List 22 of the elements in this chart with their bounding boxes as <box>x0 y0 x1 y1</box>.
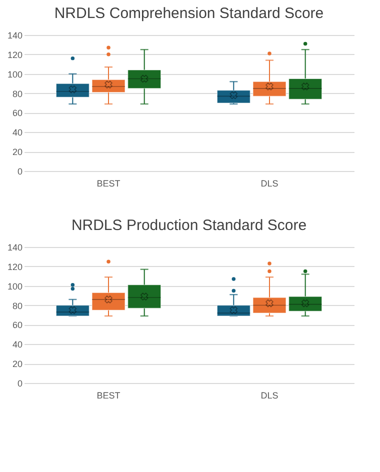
y-tick-label: 60 <box>12 320 22 330</box>
y-tick-label: 0 <box>17 378 22 388</box>
x-tick-label: BEST <box>96 390 121 400</box>
y-tick-label: 140 <box>7 242 22 252</box>
y-tick-label: 0 <box>17 166 22 176</box>
y-tick-label: 60 <box>12 108 22 118</box>
y-tick-label: 20 <box>12 359 22 370</box>
y-tick-label: 100 <box>7 281 22 292</box>
y-tick-label: 40 <box>12 340 22 350</box>
y-tick-label: 40 <box>12 128 22 138</box>
x-tick-label: BEST <box>96 178 121 188</box>
x-tick-label: DLS <box>260 390 278 400</box>
y-tick-label: 80 <box>12 300 22 311</box>
x-tick-label: DLS <box>260 178 278 188</box>
y-tick-label: 120 <box>7 262 22 272</box>
y-tick-label: 120 <box>7 50 22 60</box>
y-tick-label: 20 <box>12 147 22 158</box>
chart-title: NRDLS Comprehension Standard Score <box>54 5 324 22</box>
y-tick-label: 80 <box>12 88 22 99</box>
y-tick-label: 100 <box>7 69 22 80</box>
chart-title: NRDLS Production Standard Score <box>71 217 307 234</box>
y-tick-label: 140 <box>7 30 22 40</box>
